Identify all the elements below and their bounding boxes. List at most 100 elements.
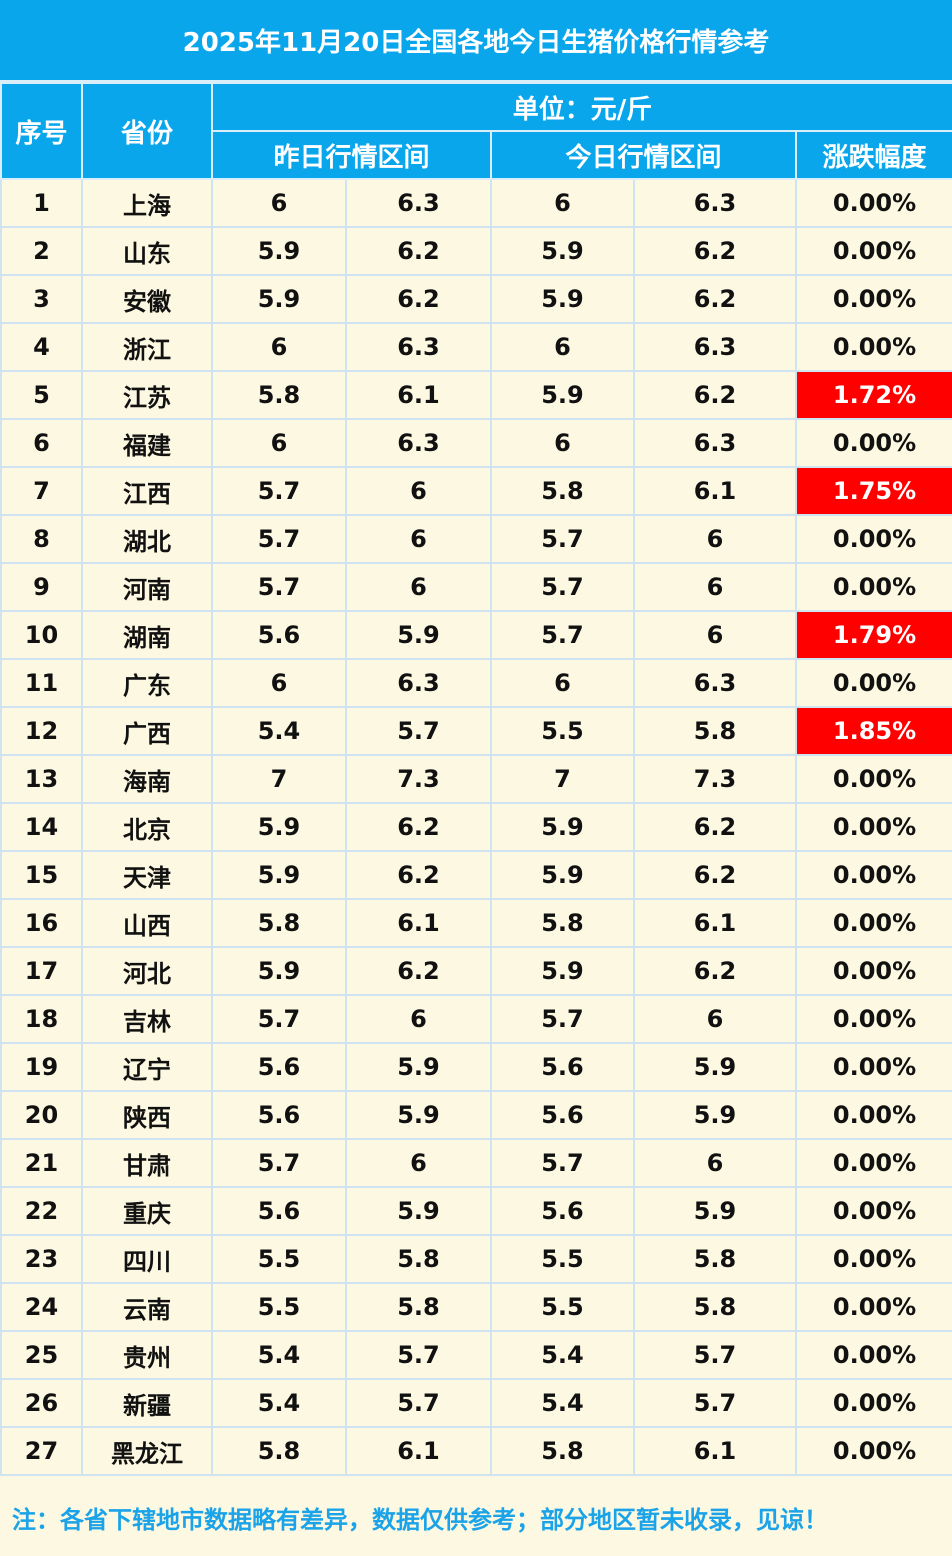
cell-today-low: 5.7: [490, 514, 635, 564]
cell-yesterday-low: 5.7: [211, 466, 347, 516]
cell-yesterday-low: 5.8: [211, 1426, 347, 1476]
cell-yesterday-low: 5.9: [211, 850, 347, 900]
cell-yesterday-high: 5.7: [345, 1378, 492, 1428]
footnote: 注：各省下辖地市数据略有差异，数据仅供参考；部分地区暂未收录，见谅！: [12, 1505, 828, 1534]
table-row: 16 山西 5.8 6.1 5.8 6.1 0.00%: [0, 898, 952, 948]
cell-index: 26: [0, 1378, 83, 1428]
cell-yesterday-high: 6.2: [345, 802, 492, 852]
cell-index: 2: [0, 226, 83, 276]
cell-today-low: 5.8: [490, 1426, 635, 1476]
table-row: 13 海南 7 7.3 7 7.3 0.00%: [0, 754, 952, 804]
table-row: 3 安徽 5.9 6.2 5.9 6.2 0.00%: [0, 274, 952, 324]
cell-change: 0.00%: [794, 322, 952, 372]
cell-province: 天津: [81, 850, 213, 900]
cell-today-high: 5.7: [633, 1378, 797, 1428]
cell-province: 新疆: [81, 1378, 213, 1428]
cell-yesterday-high: 6.3: [345, 418, 492, 468]
cell-today-low: 5.9: [490, 850, 635, 900]
cell-yesterday-high: 6.3: [345, 178, 492, 228]
cell-change: 1.75%: [794, 466, 952, 516]
cell-yesterday-low: 5.8: [211, 898, 347, 948]
cell-yesterday-low: 6: [211, 658, 347, 708]
table-row: 10 湖南 5.6 5.9 5.7 6 1.79%: [0, 610, 952, 660]
cell-yesterday-high: 5.7: [345, 1330, 492, 1380]
table-row: 6 福建 6 6.3 6 6.3 0.00%: [0, 418, 952, 468]
cell-today-low: 6: [490, 178, 635, 228]
table-row: 15 天津 5.9 6.2 5.9 6.2 0.00%: [0, 850, 952, 900]
table-row: 5 江苏 5.8 6.1 5.9 6.2 1.72%: [0, 370, 952, 420]
cell-change: 0.00%: [794, 658, 952, 708]
cell-index: 20: [0, 1090, 83, 1140]
cell-change: 0.00%: [794, 1378, 952, 1428]
cell-today-low: 5.9: [490, 946, 635, 996]
cell-change: 1.85%: [794, 706, 952, 756]
cell-today-high: 6.2: [633, 946, 797, 996]
table-row: 25 贵州 5.4 5.7 5.4 5.7 0.00%: [0, 1330, 952, 1380]
cell-today-high: 5.8: [633, 706, 797, 756]
cell-today-low: 5.9: [490, 274, 635, 324]
cell-yesterday-high: 6.2: [345, 946, 492, 996]
cell-province: 吉林: [81, 994, 213, 1044]
cell-index: 6: [0, 418, 83, 468]
cell-index: 14: [0, 802, 83, 852]
cell-today-low: 5.4: [490, 1378, 635, 1428]
table-body: 1 上海 6 6.3 6 6.3 0.00% 2 山东 5.9 6.2 5.9 6.2 0.00% 3 安徽 5…: [0, 178, 952, 1476]
cell-yesterday-low: 5.9: [211, 802, 347, 852]
cell-today-high: 6.3: [633, 322, 797, 372]
cell-index: 12: [0, 706, 83, 756]
cell-province: 甘肃: [81, 1138, 213, 1188]
cell-today-low: 5.5: [490, 706, 635, 756]
cell-today-low: 5.7: [490, 610, 635, 660]
cell-yesterday-low: 5.6: [211, 610, 347, 660]
cell-province: 广西: [81, 706, 213, 756]
cell-yesterday-high: 5.9: [345, 1090, 492, 1140]
cell-yesterday-high: 5.9: [345, 1042, 492, 1092]
cell-yesterday-high: 6: [345, 466, 492, 516]
cell-yesterday-low: 5.4: [211, 1330, 347, 1380]
cell-today-high: 6.1: [633, 1426, 797, 1476]
cell-yesterday-high: 6.2: [345, 226, 492, 276]
table-row: 27 黑龙江 5.8 6.1 5.8 6.1 0.00%: [0, 1426, 952, 1476]
cell-today-high: 6: [633, 1138, 797, 1188]
table-row: 18 吉林 5.7 6 5.7 6 0.00%: [0, 994, 952, 1044]
cell-index: 21: [0, 1138, 83, 1188]
header-province: 省份: [81, 82, 213, 180]
cell-change: 0.00%: [794, 1042, 952, 1092]
cell-index: 18: [0, 994, 83, 1044]
table-row: 2 山东 5.9 6.2 5.9 6.2 0.00%: [0, 226, 952, 276]
cell-province: 山西: [81, 898, 213, 948]
cell-today-high: 7.3: [633, 754, 797, 804]
cell-change: 0.00%: [794, 1426, 952, 1476]
cell-change: 0.00%: [794, 1090, 952, 1140]
table-row: 11 广东 6 6.3 6 6.3 0.00%: [0, 658, 952, 708]
table-row: 24 云南 5.5 5.8 5.5 5.8 0.00%: [0, 1282, 952, 1332]
cell-today-high: 5.9: [633, 1042, 797, 1092]
cell-change: 0.00%: [794, 514, 952, 564]
cell-province: 浙江: [81, 322, 213, 372]
cell-today-low: 7: [490, 754, 635, 804]
table-row: 8 湖北 5.7 6 5.7 6 0.00%: [0, 514, 952, 564]
cell-today-high: 6: [633, 514, 797, 564]
header-row-top: 序号 省份 单位：元/斤: [0, 82, 952, 180]
header-change: 涨跌幅度: [794, 130, 952, 180]
cell-change: 0.00%: [794, 1330, 952, 1380]
cell-province: 北京: [81, 802, 213, 852]
cell-today-high: 5.8: [633, 1234, 797, 1284]
cell-province: 云南: [81, 1282, 213, 1332]
cell-yesterday-high: 5.8: [345, 1234, 492, 1284]
cell-change: 0.00%: [794, 562, 952, 612]
cell-province: 陕西: [81, 1090, 213, 1140]
cell-today-high: 6.2: [633, 850, 797, 900]
page-title: 2025年11月20日全国各地今日生猪价格行情参考: [0, 0, 952, 82]
cell-yesterday-low: 5.7: [211, 1138, 347, 1188]
cell-yesterday-low: 5.5: [211, 1282, 347, 1332]
cell-today-high: 6: [633, 562, 797, 612]
cell-today-low: 5.9: [490, 370, 635, 420]
table-row: 26 新疆 5.4 5.7 5.4 5.7 0.00%: [0, 1378, 952, 1428]
cell-yesterday-high: 5.8: [345, 1282, 492, 1332]
table-row: 12 广西 5.4 5.7 5.5 5.8 1.85%: [0, 706, 952, 756]
table-row: 22 重庆 5.6 5.9 5.6 5.9 0.00%: [0, 1186, 952, 1236]
cell-yesterday-low: 5.5: [211, 1234, 347, 1284]
cell-today-high: 6.1: [633, 466, 797, 516]
